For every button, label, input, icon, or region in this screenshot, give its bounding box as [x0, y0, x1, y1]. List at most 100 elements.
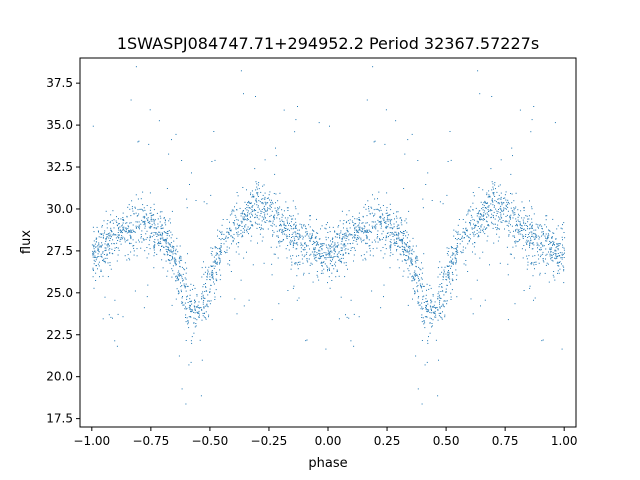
data-point [137, 215, 139, 216]
data-point [525, 215, 527, 217]
data-point [520, 227, 522, 229]
data-point [326, 246, 328, 248]
data-point [453, 248, 455, 250]
data-point [162, 227, 164, 229]
data-point [240, 220, 242, 222]
data-point [398, 233, 400, 235]
data-point [148, 226, 150, 228]
data-point [513, 209, 515, 211]
data-point [130, 236, 132, 238]
data-point [462, 249, 464, 251]
data-point [118, 229, 120, 231]
data-point [399, 217, 401, 219]
y-tick-label: 25.0 [46, 286, 73, 300]
y-axis: 17.520.022.525.027.530.032.535.037.5 [46, 76, 80, 426]
data-point [158, 241, 160, 243]
data-point [557, 265, 559, 267]
data-point [447, 266, 449, 267]
data-point [153, 220, 155, 222]
data-point [447, 273, 449, 275]
data-point [276, 235, 278, 237]
data-point [327, 252, 329, 254]
data-point [185, 317, 186, 318]
data-point [348, 210, 350, 212]
data-point [264, 198, 266, 200]
data-point [131, 206, 133, 208]
data-point [271, 225, 273, 227]
data-point [128, 226, 130, 228]
data-point [534, 238, 536, 240]
data-point [321, 270, 323, 272]
data-point [358, 236, 360, 238]
data-point [413, 272, 415, 274]
data-point [435, 339, 437, 341]
data-point [455, 247, 457, 249]
data-point [203, 300, 205, 301]
data-point [180, 257, 182, 259]
data-point [292, 200, 294, 202]
data-point [261, 228, 263, 230]
data-point [432, 306, 434, 308]
data-point [468, 241, 470, 243]
data-point [388, 214, 390, 216]
data-point [418, 266, 420, 268]
data-point [273, 218, 275, 220]
data-point [355, 226, 357, 228]
data-point [510, 193, 511, 194]
data-point [206, 279, 208, 281]
data-point [93, 246, 95, 248]
data-point [523, 222, 525, 224]
data-point [404, 249, 406, 251]
data-point [128, 231, 130, 233]
data-point [286, 219, 288, 221]
data-point [424, 364, 426, 366]
data-point [161, 235, 163, 237]
data-point [338, 259, 340, 261]
data-point [102, 275, 104, 277]
data-point [205, 283, 206, 284]
data-point [340, 262, 342, 264]
data-point [276, 212, 278, 214]
data-point [331, 256, 333, 258]
data-point [382, 218, 384, 220]
data-point [557, 270, 559, 272]
data-point [194, 306, 195, 308]
data-point [531, 248, 533, 250]
data-point [296, 275, 298, 277]
data-point [370, 231, 371, 233]
data-point [236, 202, 238, 204]
data-point [296, 235, 297, 237]
data-point [429, 284, 431, 286]
data-point [146, 247, 148, 248]
data-point [133, 250, 135, 252]
data-point [550, 258, 552, 260]
data-point [145, 213, 147, 215]
data-point [338, 252, 340, 254]
data-point [165, 232, 167, 234]
data-point [497, 202, 499, 204]
data-point [546, 238, 548, 240]
data-point [538, 262, 540, 264]
data-point [499, 212, 501, 213]
data-point [461, 237, 463, 239]
data-point [220, 252, 221, 254]
data-point [409, 250, 411, 252]
data-point [446, 303, 448, 305]
data-point [396, 250, 397, 252]
data-point [250, 212, 252, 214]
data-point [122, 218, 124, 220]
data-point [283, 227, 285, 229]
data-point [488, 210, 490, 212]
data-point [454, 258, 456, 260]
data-point [93, 244, 95, 246]
data-point [535, 261, 537, 263]
data-point [290, 225, 291, 226]
data-point [240, 229, 242, 231]
data-point [274, 214, 276, 216]
data-point [143, 239, 145, 241]
data-point [414, 291, 416, 293]
data-point [486, 216, 488, 218]
data-point [195, 200, 197, 201]
data-point [395, 120, 397, 122]
data-point [537, 224, 539, 226]
